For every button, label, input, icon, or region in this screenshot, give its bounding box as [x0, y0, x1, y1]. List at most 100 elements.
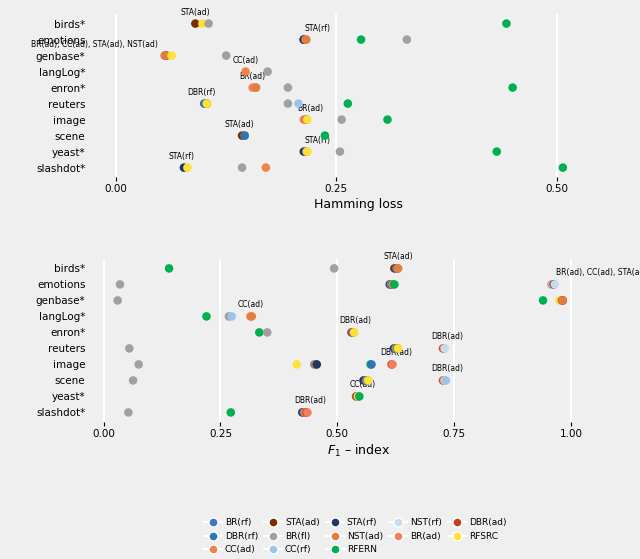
Point — [366, 360, 376, 369]
Point — [301, 35, 312, 44]
Text: BR(ad), CC(ad), STA(ad), NST(ad): BR(ad), CC(ad), STA(ad), NST(ad) — [31, 40, 157, 49]
Point — [441, 376, 451, 385]
Point — [159, 51, 170, 60]
Point — [204, 19, 214, 28]
Point — [389, 344, 399, 353]
Point — [391, 264, 401, 273]
Point — [387, 360, 397, 369]
Point — [557, 296, 568, 305]
Point — [293, 99, 303, 108]
Point — [260, 163, 271, 172]
Point — [310, 360, 321, 369]
Point — [390, 344, 401, 353]
Point — [124, 408, 134, 417]
Point — [299, 147, 309, 156]
Point — [353, 392, 363, 401]
Point — [346, 328, 356, 337]
Point — [440, 376, 450, 385]
Point — [361, 376, 371, 385]
Point — [393, 264, 403, 273]
Point — [224, 312, 234, 321]
Text: DBR(ad): DBR(ad) — [340, 316, 372, 325]
Point — [337, 115, 347, 124]
Point — [297, 408, 307, 417]
Point — [221, 51, 231, 60]
Point — [365, 360, 376, 369]
Point — [557, 296, 568, 305]
Point — [226, 408, 236, 417]
Point — [440, 344, 450, 353]
Point — [251, 83, 261, 92]
Point — [182, 163, 193, 172]
Point — [301, 147, 312, 156]
Point — [363, 376, 373, 385]
Point — [161, 51, 172, 60]
Point — [320, 131, 330, 140]
Point — [439, 344, 449, 353]
Point — [501, 19, 511, 28]
Text: CC(ad): CC(ad) — [232, 56, 259, 65]
Text: DBR(ad): DBR(ad) — [380, 348, 412, 358]
Point — [353, 392, 364, 401]
Point — [353, 392, 363, 401]
Text: DBR(ad): DBR(ad) — [294, 396, 326, 405]
Point — [392, 344, 403, 353]
Legend: BR(rf), DBR(rf), CC(ad), STA(ad), BR(fl), CC(rf), STA(rf), NST(ad), RFERN, NST(r: BR(rf), DBR(rf), CC(ad), STA(ad), BR(fl)… — [204, 518, 506, 555]
Point — [250, 83, 260, 92]
Point — [300, 408, 310, 417]
Text: STA(rf): STA(rf) — [168, 151, 194, 160]
Point — [312, 360, 322, 369]
Point — [387, 280, 397, 289]
Text: STA(ad): STA(ad) — [384, 253, 413, 262]
Point — [342, 99, 353, 108]
Text: BR(ad): BR(ad) — [239, 72, 266, 80]
Point — [402, 35, 412, 44]
Point — [202, 312, 212, 321]
Point — [392, 344, 402, 353]
Text: BR(ad), CC(ad), STA(ad), NST(ad): BR(ad), CC(ad), STA(ad), NST(ad) — [556, 268, 640, 277]
Point — [227, 312, 237, 321]
Point — [382, 115, 392, 124]
Point — [302, 115, 312, 124]
Point — [134, 360, 144, 369]
Point — [166, 51, 177, 60]
Point — [389, 280, 399, 289]
Point — [385, 280, 396, 289]
Point — [128, 376, 138, 385]
Point — [254, 328, 264, 337]
Point — [299, 35, 309, 44]
Point — [356, 35, 366, 44]
Point — [202, 99, 212, 108]
Point — [302, 408, 312, 417]
Point — [547, 280, 557, 289]
Point — [309, 360, 319, 369]
Text: STA(rf): STA(rf) — [305, 23, 331, 32]
X-axis label: Hamming loss: Hamming loss — [314, 198, 403, 211]
Point — [508, 83, 518, 92]
Point — [283, 83, 293, 92]
Point — [392, 264, 403, 273]
Point — [557, 296, 568, 305]
Point — [392, 264, 403, 273]
Point — [292, 360, 302, 369]
Point — [299, 35, 309, 44]
Point — [438, 344, 448, 353]
X-axis label: $F_1$ – index: $F_1$ – index — [327, 443, 390, 459]
Point — [301, 147, 312, 156]
Text: STA(ad): STA(ad) — [225, 120, 254, 129]
Point — [239, 131, 250, 140]
Text: STA(ad): STA(ad) — [180, 8, 210, 17]
Point — [385, 280, 395, 289]
Point — [557, 296, 567, 305]
Point — [283, 99, 293, 108]
Point — [299, 408, 309, 417]
Point — [262, 328, 273, 337]
Point — [329, 264, 339, 273]
Point — [349, 328, 359, 337]
Point — [161, 51, 172, 60]
Point — [161, 51, 172, 60]
Point — [241, 67, 251, 76]
Point — [335, 147, 345, 156]
Point — [387, 280, 397, 289]
Point — [124, 344, 134, 353]
